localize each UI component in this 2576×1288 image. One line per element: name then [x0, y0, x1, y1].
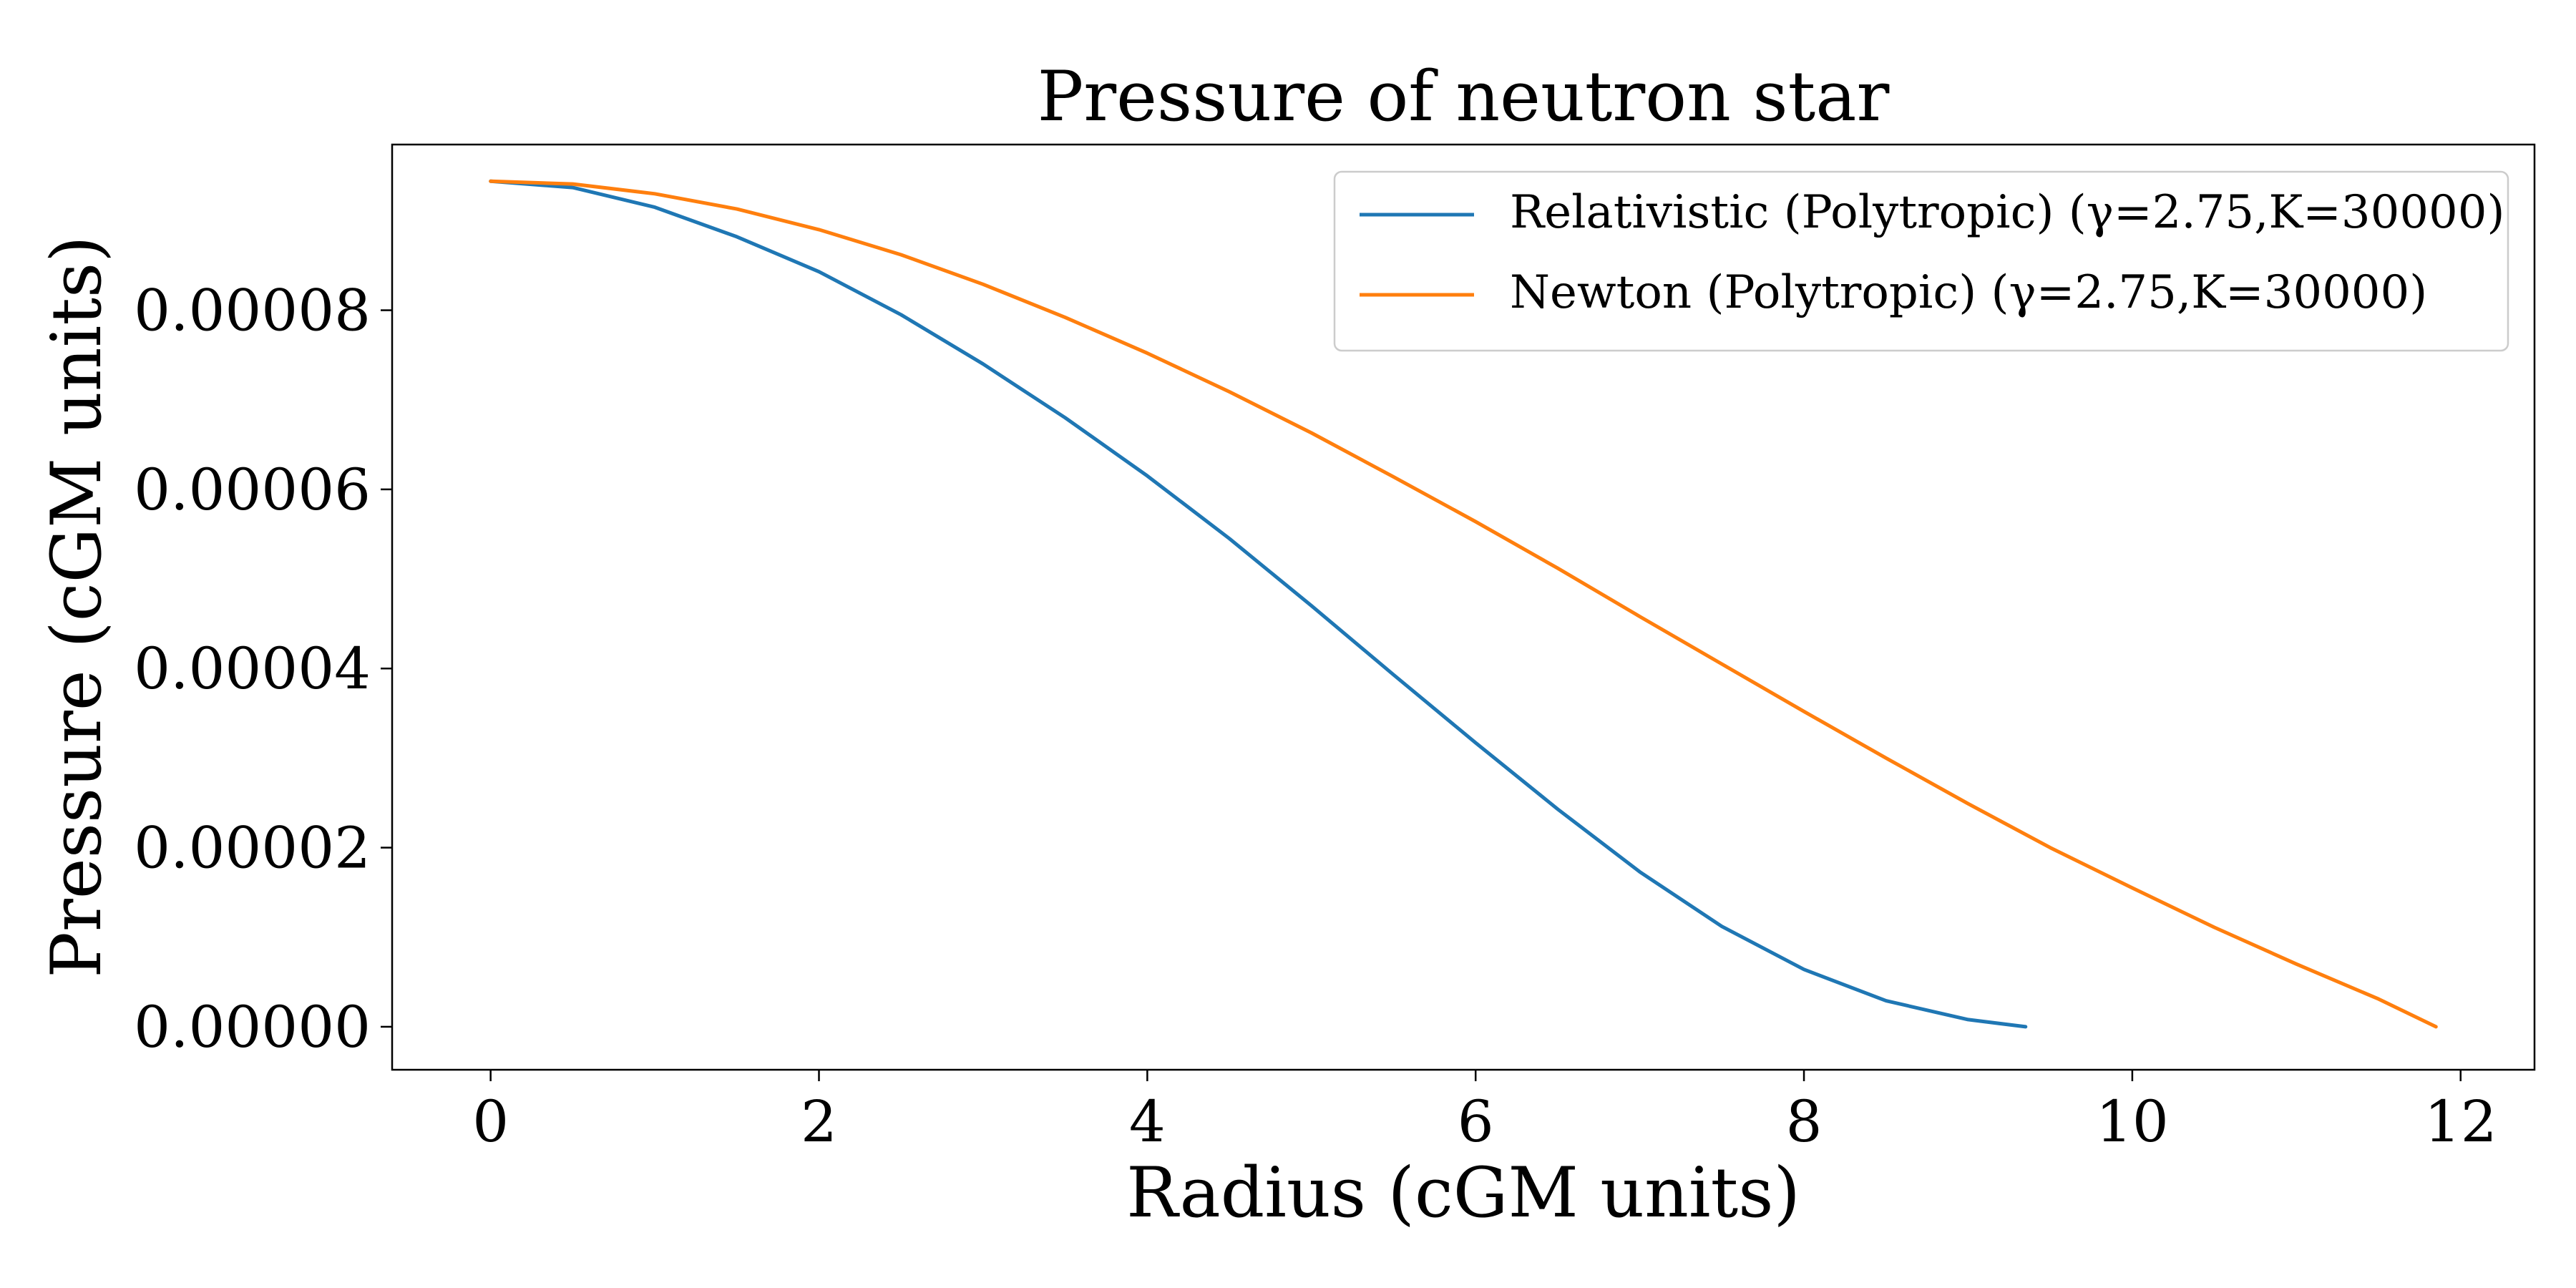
y-tick-label: 0.00000	[134, 994, 371, 1060]
y-tick-label: 0.00004	[134, 635, 371, 702]
y-axis-ticks: 0.00000 0.00002 0.00004 0.00006 0.00008	[134, 278, 392, 1060]
x-tick-label: 6	[1458, 1088, 1494, 1155]
y-tick-label: 0.00002	[134, 815, 371, 882]
y-tick-label: 0.00006	[134, 457, 371, 523]
legend: Relativistic (Polytropic) (γ=2.75,K=3000…	[1333, 170, 2509, 352]
y-axis-label: Pressure (cGM units)	[36, 235, 117, 977]
legend-frame	[1333, 170, 2509, 352]
x-tick-label: 10	[2096, 1088, 2169, 1155]
y-tick-label: 0.00008	[134, 278, 371, 344]
series-layer	[489, 179, 2438, 1029]
series-line-1	[489, 179, 2438, 1029]
chart-title: Pressure of neutron star	[1038, 57, 1890, 137]
x-axis-label: Radius (cGM units)	[1126, 1153, 1800, 1233]
x-tick-label: 12	[2424, 1088, 2497, 1155]
plot-frame	[391, 143, 2536, 1071]
x-tick-label: 8	[1786, 1088, 1823, 1155]
x-tick-label: 0	[472, 1088, 509, 1155]
x-tick-label: 4	[1129, 1088, 1166, 1155]
x-axis-ticks: 0 2 4 6 8 10 12	[472, 1070, 2497, 1155]
series-line-0	[489, 179, 2028, 1029]
legend-label-relativistic: Relativistic (Polytropic) (γ=2.75,K=3000…	[1510, 186, 2504, 239]
x-tick-label: 2	[801, 1088, 837, 1155]
legend-label-newton: Newton (Polytropic) (γ=2.75,K=30000)	[1510, 266, 2427, 319]
